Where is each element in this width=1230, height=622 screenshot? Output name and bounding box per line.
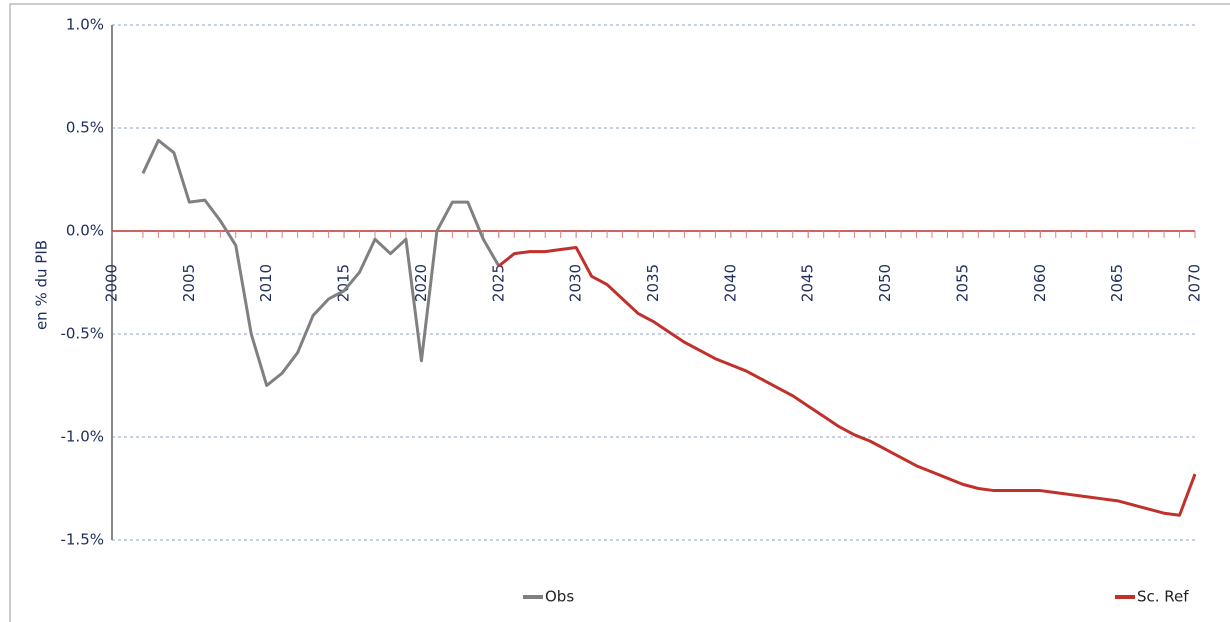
legend-label: Obs xyxy=(545,588,574,606)
y-tick-label: 0.0% xyxy=(66,222,104,240)
y-tick-label: 1.0% xyxy=(66,16,104,34)
x-tick-label: 2030 xyxy=(567,264,585,302)
y-tick-label: -0.5% xyxy=(60,325,104,343)
x-tick-label: 2050 xyxy=(876,264,894,302)
y-axis-title: en % du PIB xyxy=(33,240,51,330)
legend-label: Sc. Ref xyxy=(1137,588,1189,606)
chart-frame xyxy=(9,3,1230,622)
x-tick-label: 2025 xyxy=(489,264,507,302)
x-tick-label: 2055 xyxy=(953,264,971,302)
x-tick-label: 2000 xyxy=(103,264,121,302)
y-tick-label: -1.5% xyxy=(60,531,104,549)
data-line xyxy=(141,138,501,387)
x-tick-label: 2045 xyxy=(799,264,817,302)
x-tick-label: 2060 xyxy=(1031,264,1049,302)
x-tick-label: 2070 xyxy=(1186,264,1204,302)
y-tick-label: 0.5% xyxy=(66,119,104,137)
x-tick-label: 2020 xyxy=(412,264,430,302)
x-tick-label: 2065 xyxy=(1108,264,1126,302)
y-tick-label: -1.0% xyxy=(60,428,104,446)
data-line xyxy=(497,245,1197,517)
x-tick-label: 2040 xyxy=(721,264,739,302)
x-tick-label: 2010 xyxy=(257,264,275,302)
x-tick-label: 2035 xyxy=(644,264,662,302)
x-tick-label: 2005 xyxy=(180,264,198,302)
